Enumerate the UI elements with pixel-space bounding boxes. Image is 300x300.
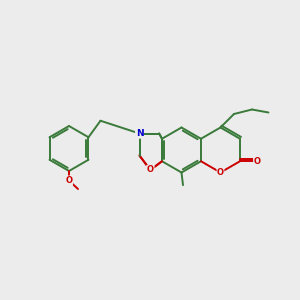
Text: O: O — [146, 166, 154, 175]
Text: O: O — [217, 168, 224, 177]
Text: O: O — [254, 157, 261, 166]
Text: N: N — [136, 129, 143, 138]
Text: O: O — [65, 176, 73, 185]
Text: O: O — [65, 176, 73, 185]
Text: N: N — [136, 129, 143, 138]
Text: O: O — [147, 165, 154, 174]
